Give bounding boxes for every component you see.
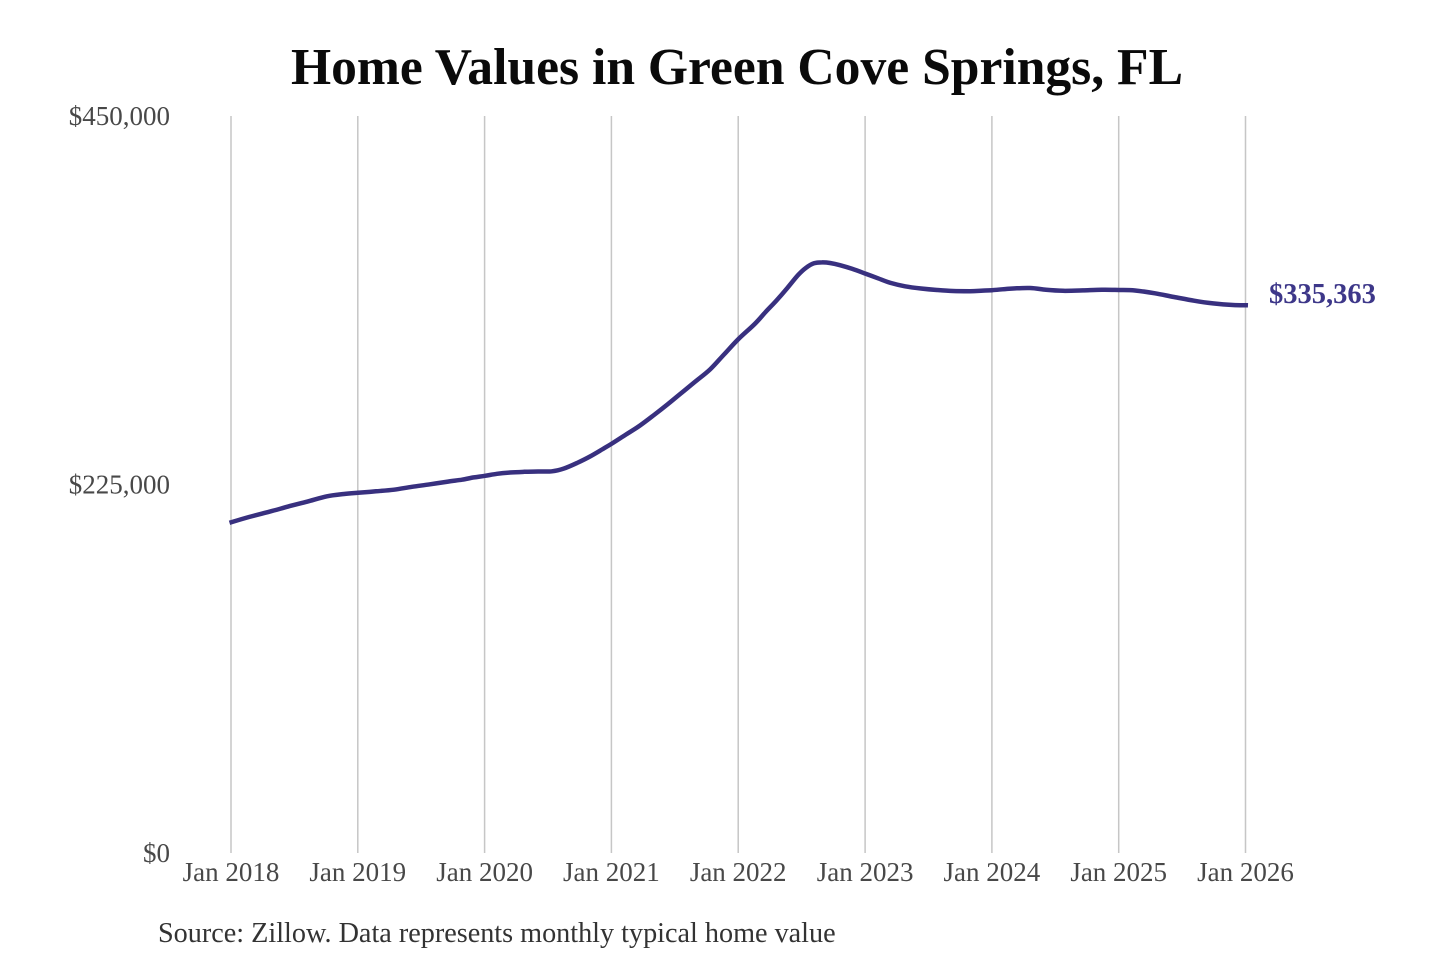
svg-text:$450,000: $450,000 — [69, 101, 170, 131]
svg-text:Jan 2024: Jan 2024 — [944, 857, 1041, 887]
svg-text:Jan 2018: Jan 2018 — [183, 857, 280, 887]
svg-text:Jan 2023: Jan 2023 — [817, 857, 914, 887]
svg-text:Source: Zillow. Data represent: Source: Zillow. Data represents monthly … — [158, 918, 836, 949]
svg-text:Jan 2026: Jan 2026 — [1197, 857, 1294, 887]
svg-text:Jan 2020: Jan 2020 — [436, 857, 533, 887]
svg-text:Home Values in Green Cove Spri: Home Values in Green Cove Springs, FL — [291, 39, 1183, 96]
svg-text:$0: $0 — [143, 838, 170, 868]
svg-text:Jan 2025: Jan 2025 — [1070, 857, 1167, 887]
svg-text:Jan 2021: Jan 2021 — [563, 857, 660, 887]
svg-text:$335,363: $335,363 — [1269, 279, 1376, 310]
svg-text:Jan 2019: Jan 2019 — [309, 857, 406, 887]
svg-text:$225,000: $225,000 — [69, 470, 170, 500]
svg-text:Jan 2022: Jan 2022 — [690, 857, 787, 887]
